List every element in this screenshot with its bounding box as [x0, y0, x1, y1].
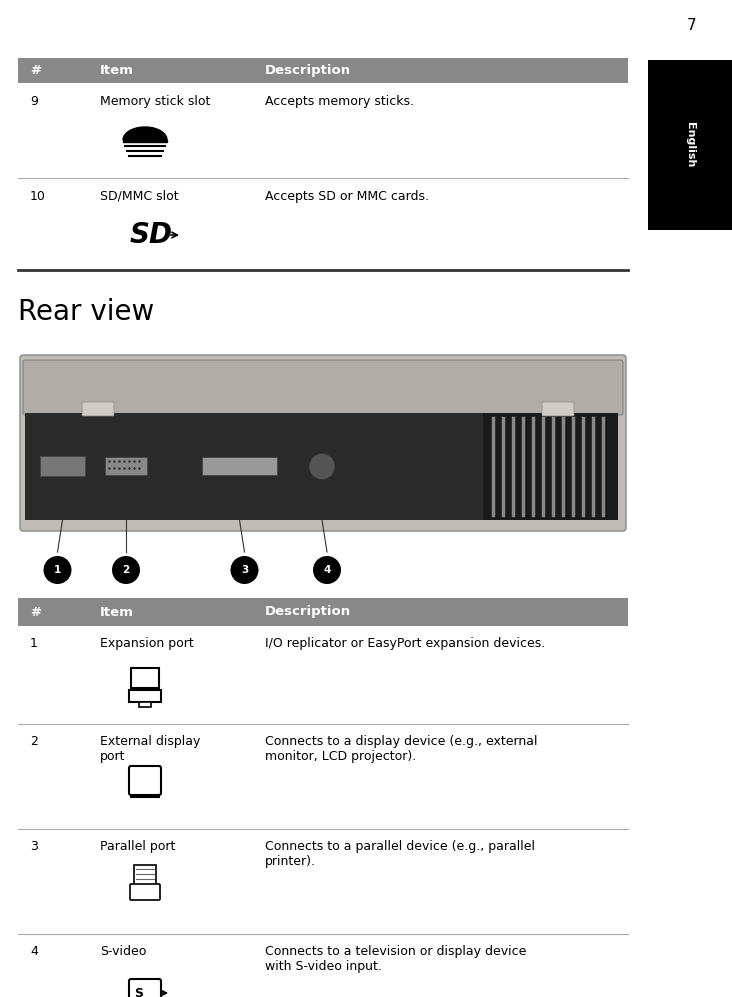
- Polygon shape: [123, 127, 167, 140]
- FancyBboxPatch shape: [105, 458, 147, 476]
- Circle shape: [231, 556, 258, 584]
- FancyBboxPatch shape: [23, 360, 623, 415]
- Text: 2: 2: [30, 735, 38, 748]
- Text: Connects to a display device (e.g., external
monitor, LCD projector).: Connects to a display device (e.g., exte…: [265, 735, 537, 763]
- Circle shape: [309, 454, 335, 480]
- Text: Accepts SD or MMC cards.: Accepts SD or MMC cards.: [265, 190, 429, 203]
- FancyBboxPatch shape: [129, 979, 161, 997]
- Text: Accepts memory sticks.: Accepts memory sticks.: [265, 95, 414, 108]
- Circle shape: [43, 556, 72, 584]
- Text: 1: 1: [30, 637, 38, 650]
- Text: 7: 7: [687, 18, 697, 33]
- Polygon shape: [123, 140, 167, 142]
- Text: Rear view: Rear view: [18, 298, 154, 326]
- FancyBboxPatch shape: [483, 413, 618, 520]
- FancyBboxPatch shape: [25, 413, 523, 520]
- Text: 3: 3: [241, 565, 248, 575]
- Text: Description: Description: [265, 64, 351, 77]
- Text: D: D: [148, 221, 171, 249]
- FancyBboxPatch shape: [542, 402, 574, 416]
- Text: I/O replicator or EasyPort expansion devices.: I/O replicator or EasyPort expansion dev…: [265, 637, 545, 650]
- FancyBboxPatch shape: [202, 458, 277, 476]
- FancyBboxPatch shape: [18, 58, 628, 83]
- Text: #: #: [30, 605, 41, 618]
- FancyBboxPatch shape: [40, 457, 85, 477]
- FancyBboxPatch shape: [130, 884, 160, 900]
- Text: S: S: [130, 221, 150, 249]
- FancyBboxPatch shape: [18, 598, 628, 626]
- FancyBboxPatch shape: [139, 702, 151, 707]
- Text: 3: 3: [30, 840, 38, 853]
- Text: Parallel port: Parallel port: [100, 840, 176, 853]
- Text: 4: 4: [324, 565, 331, 575]
- Text: 10: 10: [30, 190, 46, 203]
- Text: Connects to a parallel device (e.g., parallel
printer).: Connects to a parallel device (e.g., par…: [265, 840, 535, 868]
- FancyBboxPatch shape: [129, 766, 161, 795]
- Text: Connects to a television or display device
with S-video input.: Connects to a television or display devi…: [265, 945, 526, 973]
- Text: Memory stick slot: Memory stick slot: [100, 95, 210, 108]
- FancyBboxPatch shape: [648, 60, 732, 230]
- Text: 4: 4: [30, 945, 38, 958]
- Text: Description: Description: [265, 605, 351, 618]
- Text: S: S: [135, 986, 143, 997]
- FancyBboxPatch shape: [131, 668, 159, 688]
- Text: S-video: S-video: [100, 945, 146, 958]
- Circle shape: [313, 556, 341, 584]
- FancyBboxPatch shape: [134, 865, 156, 885]
- Text: Item: Item: [100, 605, 134, 618]
- FancyBboxPatch shape: [20, 355, 626, 531]
- Text: 9: 9: [30, 95, 38, 108]
- Text: External display
port: External display port: [100, 735, 201, 763]
- Text: 1: 1: [54, 565, 61, 575]
- Text: 2: 2: [122, 565, 130, 575]
- Text: Item: Item: [100, 64, 134, 77]
- Text: Expansion port: Expansion port: [100, 637, 194, 650]
- Text: SD/MMC slot: SD/MMC slot: [100, 190, 179, 203]
- Text: #: #: [30, 64, 41, 77]
- FancyBboxPatch shape: [129, 690, 161, 702]
- Circle shape: [112, 556, 140, 584]
- FancyBboxPatch shape: [82, 402, 114, 416]
- Text: English: English: [685, 123, 695, 167]
